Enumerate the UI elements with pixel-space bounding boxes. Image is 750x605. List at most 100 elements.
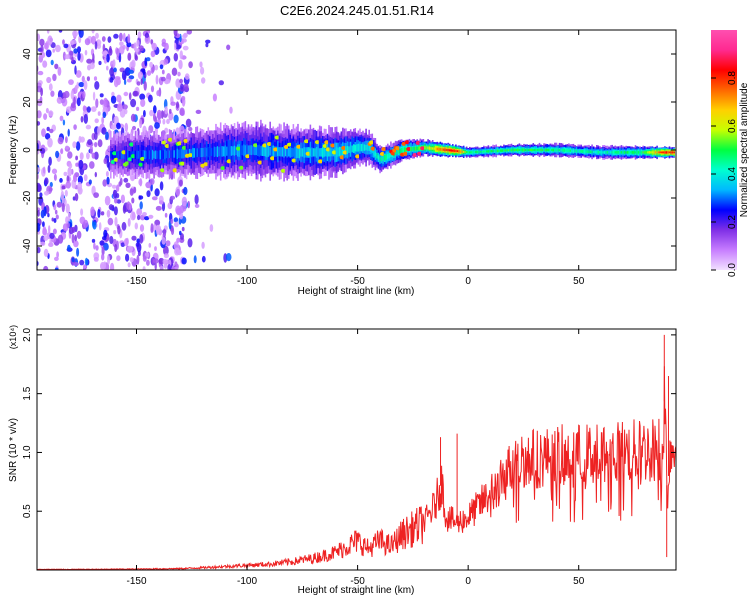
spectrogram-noise-cell	[199, 61, 203, 68]
spectrogram-noise-cell	[91, 238, 96, 243]
spectrogram-band-cell	[119, 150, 121, 160]
spectrogram-noise-cell	[162, 228, 167, 238]
spectrogram-y-tick-label: 0	[22, 147, 33, 153]
spectrogram-x-ticks: -150 -100 -50 0 50	[126, 30, 585, 287]
spectrogram-band-cell	[297, 146, 299, 159]
spectrogram-noise-cell	[110, 124, 117, 130]
spectrogram-noise-cell	[65, 216, 69, 224]
spectrogram-band-cell	[165, 150, 168, 159]
spectrogram-band-cell	[272, 145, 275, 158]
spectrogram-noise-cell	[149, 178, 155, 186]
spectrogram-noise-cell	[165, 240, 171, 247]
spectrogram-noise-cell	[90, 206, 95, 217]
spectrogram-band-cell	[568, 149, 570, 152]
spectrogram-noise-cell	[69, 163, 73, 169]
spectrogram-band-cell	[157, 150, 160, 159]
spectrogram-band-cell	[544, 148, 547, 152]
spectrogram-noise-cell	[63, 43, 69, 49]
spectrogram-noise-cell	[52, 48, 55, 53]
spectrogram-noise-cell	[103, 261, 107, 269]
spectrogram-band-peak	[412, 153, 418, 157]
spectrogram-band-cell	[144, 150, 146, 160]
spectrogram-noise-cell	[178, 179, 183, 187]
spectrogram-noise-cell	[40, 87, 43, 97]
spectrogram-noise-cell	[74, 84, 78, 94]
spectrogram-band-cell	[577, 149, 579, 153]
spectrogram-band-cell	[543, 148, 545, 152]
spectrogram-noise-cell	[171, 67, 178, 77]
spectrogram-noise-cell	[95, 98, 99, 108]
spectrogram-noise-cell	[50, 90, 55, 97]
spectrogram-band-cell	[351, 145, 353, 153]
spectrogram-noise-cell	[162, 118, 166, 125]
spectrogram-band-cell	[148, 150, 151, 160]
spectrogram-noise-cell	[181, 257, 187, 265]
colorbar-ticks: 0.0 0.2 0.4 0.6 0.8	[711, 71, 738, 277]
spectrogram-noise-cell	[173, 52, 178, 62]
spectrogram-noise-cell	[138, 178, 143, 186]
spectrogram-noise-cell	[86, 106, 91, 113]
spectrogram-band-peak	[226, 159, 232, 164]
spectrogram-band-cell	[264, 145, 267, 157]
spectrogram-band-cell	[388, 153, 391, 159]
spectrogram-band-cell	[512, 148, 514, 152]
spectrogram-noise-cell	[150, 223, 154, 233]
spectrogram-noise-cell	[225, 253, 232, 262]
spectrogram-band-cell	[445, 148, 448, 152]
spectrogram-noise-cell	[151, 196, 158, 201]
spectrogram-band-cell	[510, 149, 513, 152]
spectrogram-band-cell	[640, 151, 643, 154]
spectrogram-noise-cell	[144, 33, 150, 38]
spectrogram-band-peak	[262, 143, 268, 148]
spectrogram-noise-cell	[127, 52, 132, 61]
spectrogram-noise-cell	[134, 48, 140, 53]
spectrogram-noise-cell	[97, 126, 101, 136]
spectrogram-band-cell	[541, 148, 544, 152]
spectrogram-noise-cell	[61, 97, 68, 107]
spectrogram-noise-cell	[178, 59, 183, 70]
spectrogram-y-tick-label: 20	[22, 96, 33, 108]
spectrogram-band-cell	[179, 149, 182, 158]
spectrogram-noise-cell	[118, 181, 122, 187]
spectrogram-band-cell	[142, 150, 145, 160]
spectrogram-band-cell	[517, 148, 519, 152]
spectrogram-noise-cell	[201, 241, 205, 249]
spectrogram-band-cell	[300, 148, 302, 157]
spectrogram-band-peak	[266, 142, 272, 146]
spectrogram-noise-cell	[159, 64, 164, 70]
spectrogram-band-cell	[116, 151, 118, 159]
spectrogram-noise-cell	[149, 109, 154, 117]
spectrogram-band-cell	[634, 151, 637, 154]
spectrogram-band-cell	[188, 148, 191, 158]
spectrogram-noise-cell	[56, 96, 63, 104]
spectrogram-band-peak	[124, 161, 130, 166]
spectrogram-band-cell	[312, 148, 315, 157]
spectrogram-noise-cell	[83, 174, 88, 182]
spectrogram-band-cell	[275, 146, 278, 157]
spectrogram-band-cell	[400, 148, 403, 153]
spectrogram-band-cell	[281, 147, 284, 157]
spectrogram-noise-cell	[187, 238, 193, 248]
spectrogram-band-peak	[187, 153, 193, 158]
spectrogram-noise-cell	[143, 110, 146, 118]
spectrogram-band-cell	[371, 148, 374, 154]
spectrogram-band-cell	[235, 146, 237, 155]
spectrogram-band-cell	[461, 150, 463, 153]
spectrogram-noise-cell	[112, 189, 118, 199]
spectrogram-band-cell	[588, 150, 590, 153]
spectrogram-band-cell	[476, 150, 479, 154]
spectrogram-noise-cell	[127, 33, 131, 44]
spectrogram-band-peak	[318, 159, 323, 164]
spectrogram-noise-cell	[77, 51, 81, 61]
spectrogram-noise-cell	[174, 247, 180, 256]
spectrogram-noise-cell	[107, 217, 114, 226]
spectrogram-band-cell	[554, 148, 556, 152]
spectrogram-noise-cell	[161, 69, 165, 75]
spectrogram-x-tick-label: -150	[126, 276, 146, 287]
spectrogram-band-cell	[479, 150, 482, 153]
spectrogram-band-cell	[639, 151, 641, 154]
spectrogram-noise-cell	[106, 53, 110, 63]
spectrogram-noise-cell	[164, 42, 169, 51]
colorbar-tick-label: 0.4	[727, 167, 738, 181]
spectrogram-band-cell	[210, 147, 213, 156]
